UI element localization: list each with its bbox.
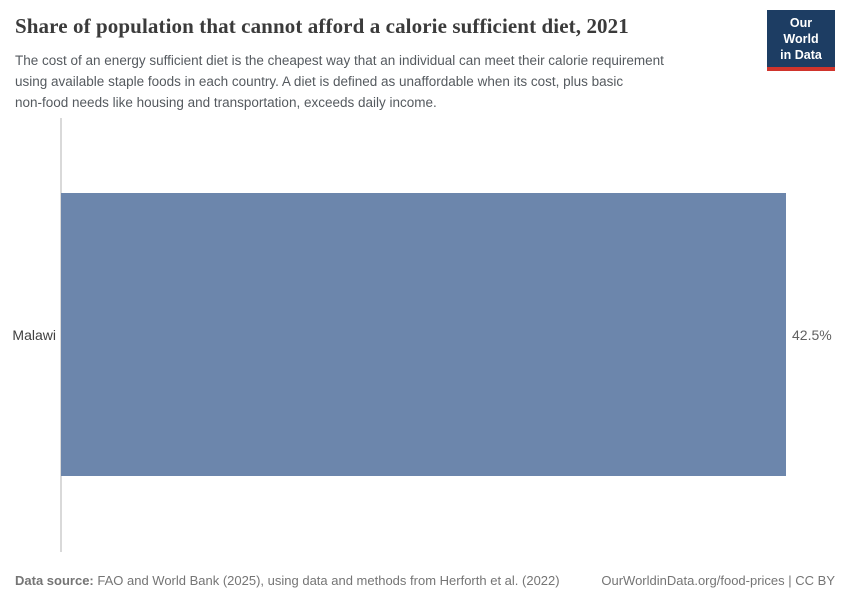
chart-title: Share of population that cannot afford a… — [15, 14, 629, 38]
owid-logo-line1: Our World — [783, 16, 819, 46]
subtitle-line: The cost of an energy sufficient diet is… — [15, 53, 664, 68]
owid-license-link[interactable]: OurWorldinData.org/food-prices | CC BY — [601, 573, 835, 588]
owid-logo-line2: in Data — [780, 48, 822, 62]
data-source-label: Data source: — [15, 573, 94, 588]
chart-header: Share of population that cannot afford a… — [0, 0, 850, 113]
chart-subtitle: The cost of an energy sufficient diet is… — [15, 50, 835, 113]
data-source-note: Data source: FAO and World Bank (2025), … — [15, 573, 560, 588]
y-axis-line — [60, 118, 62, 552]
data-source-text: FAO and World Bank (2025), using data an… — [93, 573, 560, 588]
chart-footer: Data source: FAO and World Bank (2025), … — [15, 573, 835, 588]
entity-label-malawi[interactable]: Malawi — [12, 327, 56, 343]
subtitle-line: using available staple foods in each cou… — [15, 74, 624, 89]
subtitle-line: non-food needs like housing and transpor… — [15, 95, 437, 110]
value-label-malawi: 42.5% — [792, 327, 832, 343]
bar-malawi[interactable] — [61, 193, 786, 476]
owid-logo[interactable]: Our World in Data — [767, 10, 835, 71]
